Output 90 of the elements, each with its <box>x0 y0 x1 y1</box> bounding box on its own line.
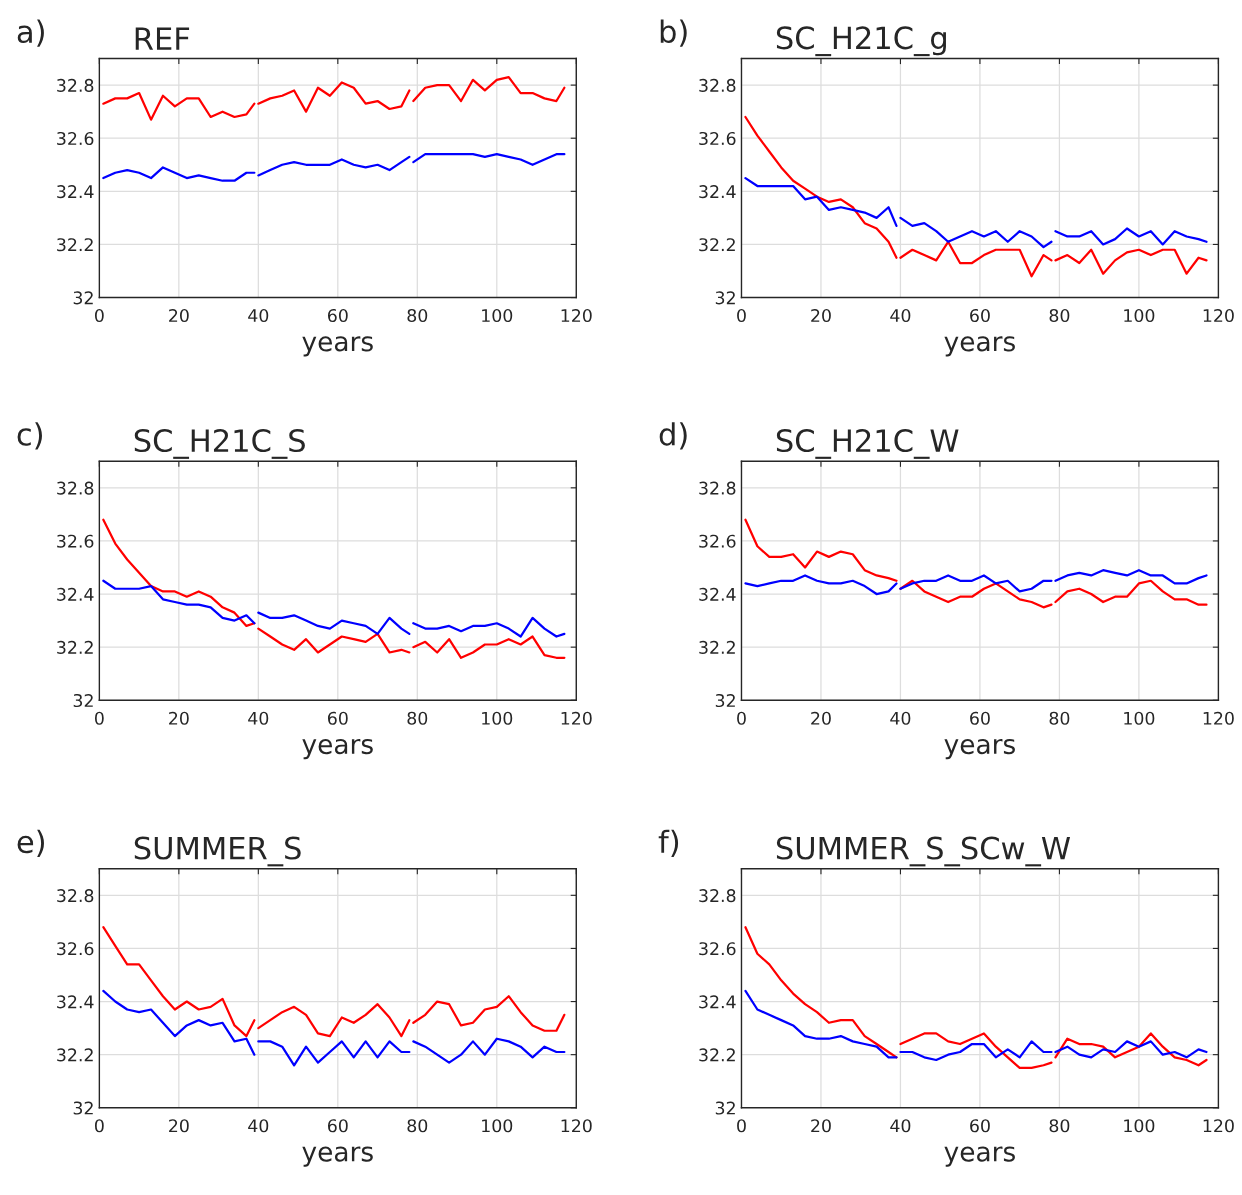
y-tick-label: 32.8 <box>699 78 736 92</box>
y-tick-label: 32.8 <box>699 889 736 903</box>
x-tick-label: 80 <box>1049 308 1070 323</box>
x-tick-label: 120 <box>561 711 592 725</box>
x-tick-label: 40 <box>890 308 911 323</box>
y-tick-label: 32.4 <box>57 185 94 199</box>
x-axis-title: years <box>944 336 1015 357</box>
x-tick-label: 80 <box>1049 711 1070 725</box>
y-tick-label: 32.6 <box>57 534 94 548</box>
x-tick-label: 20 <box>811 308 831 323</box>
x-tick-label: 40 <box>248 308 269 323</box>
x-tick-label: 40 <box>248 1119 269 1133</box>
y-tick-label: 32.2 <box>699 1048 735 1062</box>
y-tick-label: 32.4 <box>699 185 736 199</box>
y-tick-label: 32.8 <box>57 889 94 903</box>
x-tick-label: 20 <box>811 711 831 725</box>
text: f) <box>658 829 679 857</box>
x-tick-label: 0 <box>94 308 104 323</box>
x-axis-title: years <box>302 1146 373 1167</box>
y-tick-label: 32.2 <box>699 238 735 252</box>
x-tick-label: 60 <box>327 711 348 725</box>
chart-title: SUMMER_S_SCw_W <box>776 836 1071 867</box>
y-tick-label: 32.2 <box>699 640 735 654</box>
x-tick-label: 20 <box>811 1119 831 1133</box>
y-tick-label: 32.4 <box>57 587 94 601</box>
x-tick-label: 120 <box>1203 308 1234 323</box>
x-tick-label: 100 <box>1124 711 1155 725</box>
x-tick-label: 60 <box>970 308 990 323</box>
x-tick-label: 120 <box>1203 711 1234 725</box>
x-tick-label: 100 <box>1124 1119 1155 1133</box>
x-tick-label: 20 <box>169 711 189 725</box>
x-tick-label: 80 <box>407 1119 428 1133</box>
x-tick-label: 0 <box>737 308 746 323</box>
y-tick-label: 32.2 <box>57 640 93 654</box>
x-tick-label: 40 <box>890 1119 911 1133</box>
y-tick-label: 32.8 <box>57 78 94 92</box>
x-tick-label: 60 <box>970 711 990 725</box>
x-tick-label: 80 <box>407 308 428 323</box>
x-tick-label: 40 <box>890 711 911 725</box>
x-axis-title: years <box>302 739 373 760</box>
y-tick-label: 32.6 <box>699 942 736 956</box>
chart-title: REF <box>135 27 190 50</box>
x-tick-label: 20 <box>169 1119 189 1133</box>
text: c) <box>17 422 42 450</box>
x-tick-label: 40 <box>248 711 269 725</box>
x-tick-label: 0 <box>737 1119 746 1133</box>
text: b) <box>660 19 687 47</box>
y-tick-label: 32 <box>715 1101 735 1115</box>
y-tick-label: 32.6 <box>699 131 736 146</box>
x-tick-label: 100 <box>1124 308 1155 323</box>
x-tick-label: 60 <box>970 1119 990 1133</box>
y-tick-label: 32.8 <box>57 481 94 495</box>
x-tick-label: 100 <box>482 711 513 725</box>
y-tick-label: 32.4 <box>57 995 94 1009</box>
x-tick-label: 120 <box>1203 1119 1234 1133</box>
y-tick-label: 32.6 <box>699 534 736 548</box>
y-tick-label: 32 <box>73 291 93 305</box>
y-tick-label: 32 <box>73 1101 93 1115</box>
x-tick-label: 0 <box>94 711 104 725</box>
x-tick-label: 80 <box>407 711 428 725</box>
y-tick-label: 32.4 <box>699 587 736 601</box>
x-axis-title: years <box>302 336 373 357</box>
x-tick-label: 80 <box>1049 1119 1070 1133</box>
chart-title: SUMMER_S <box>134 836 301 867</box>
x-tick-label: 60 <box>327 308 348 323</box>
chart-title: SC_H21C_W <box>776 429 959 459</box>
y-tick-label: 32 <box>715 693 735 708</box>
text: e) <box>17 829 44 857</box>
x-axis-title: years <box>944 1146 1015 1167</box>
text: a) <box>17 19 44 47</box>
x-tick-label: 100 <box>482 308 513 323</box>
y-tick-label: 32.4 <box>699 995 736 1009</box>
x-tick-label: 0 <box>94 1119 104 1133</box>
chart-title: SC_H21C_g <box>776 26 946 57</box>
x-tick-label: 60 <box>327 1119 348 1133</box>
y-tick-label: 32.8 <box>699 481 736 495</box>
y-tick-label: 32.2 <box>57 1048 93 1062</box>
y-tick-label: 32.6 <box>57 131 94 146</box>
y-tick-label: 32.2 <box>57 238 93 252</box>
x-tick-label: 0 <box>737 711 746 725</box>
x-tick-label: 100 <box>482 1119 513 1133</box>
x-tick-label: 120 <box>561 1119 592 1133</box>
chart-title: SC_H21C_S <box>134 429 305 459</box>
y-tick-label: 32.6 <box>57 942 94 956</box>
text: d) <box>659 422 687 450</box>
x-axis-title: years <box>944 739 1015 760</box>
x-tick-label: 20 <box>169 308 189 323</box>
x-tick-label: 120 <box>561 308 592 323</box>
y-tick-label: 32 <box>73 693 93 708</box>
y-tick-label: 32 <box>715 291 735 305</box>
